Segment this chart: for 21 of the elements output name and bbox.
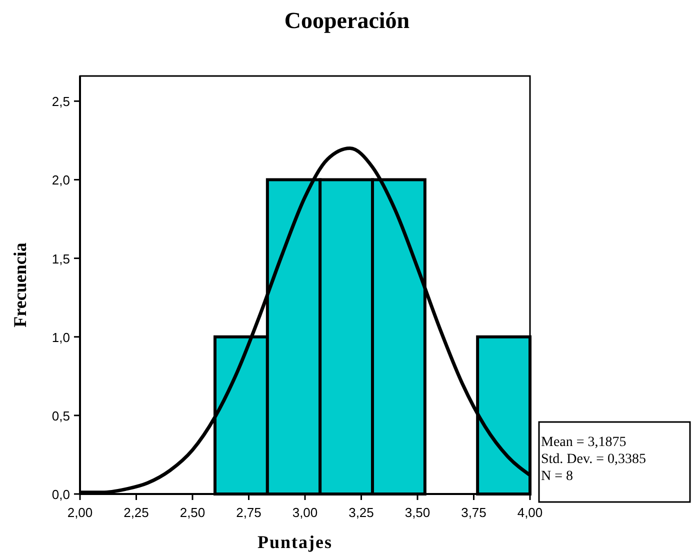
y-tick-label: 1,5	[52, 251, 70, 266]
y-tick-label: 0,5	[52, 408, 70, 424]
x-tick-label: 3,00	[292, 505, 318, 520]
text: Mean = 3,1875	[541, 435, 626, 450]
chart-title: Cooperación	[284, 8, 410, 33]
x-tick-label: 3,50	[404, 505, 430, 520]
y-tick-label: 2,0	[52, 172, 70, 188]
x-axis-title: Puntajes	[258, 532, 332, 552]
y-tick-label: 0,0	[52, 487, 70, 502]
x-tick-label: 2,00	[67, 505, 93, 520]
text: N = 8	[541, 469, 574, 484]
y-tick-label: 1,0	[52, 330, 70, 345]
x-tick-label: 3,25	[348, 505, 374, 520]
y-axis-title: Frecuencia	[10, 242, 30, 328]
x-tick-label: 2,50	[180, 505, 206, 520]
text: Std. Dev. = 0,3385	[541, 452, 646, 467]
x-tick-label: 4,00	[517, 505, 543, 520]
x-tick-label: 2,75	[236, 505, 262, 520]
x-tick-label: 2,25	[124, 505, 149, 520]
x-tick-label: 3,75	[461, 505, 486, 520]
y-tick-label: 2,5	[52, 94, 70, 110]
